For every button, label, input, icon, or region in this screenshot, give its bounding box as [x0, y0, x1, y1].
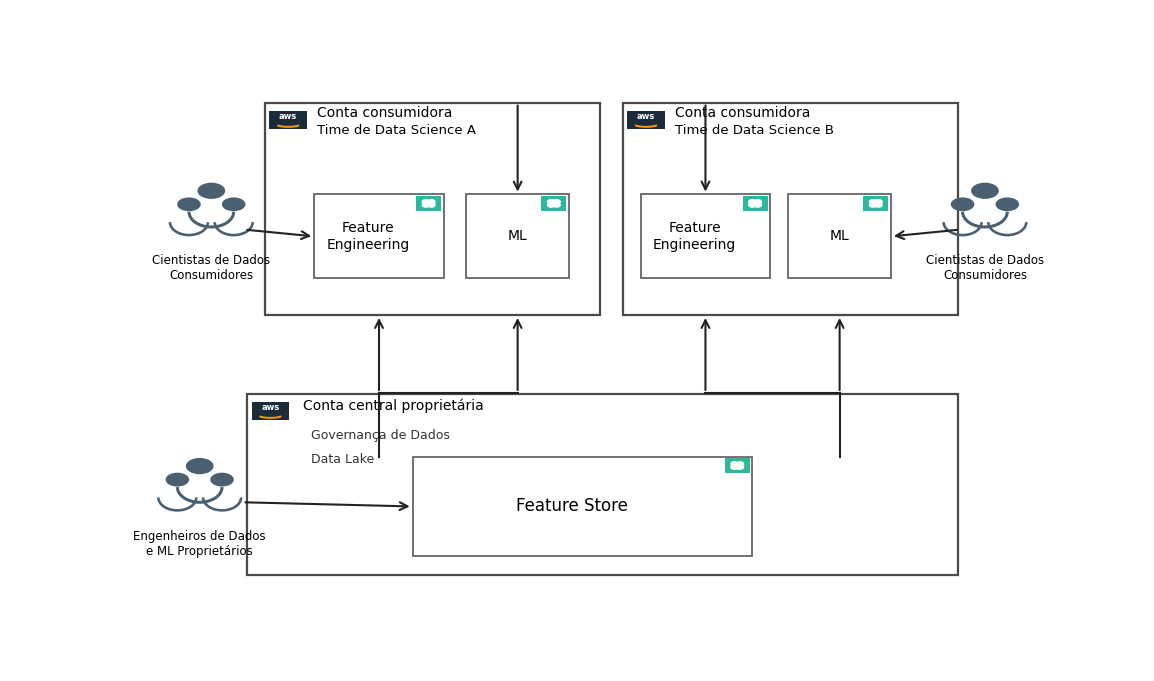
FancyBboxPatch shape	[417, 196, 441, 210]
Circle shape	[875, 203, 882, 207]
Circle shape	[749, 203, 756, 207]
Text: Engenheiros de Dados
e ML Proprietários: Engenheiros de Dados e ML Proprietários	[134, 530, 267, 558]
Circle shape	[422, 203, 429, 207]
Circle shape	[749, 200, 756, 204]
FancyBboxPatch shape	[628, 111, 665, 129]
Circle shape	[872, 202, 879, 205]
FancyBboxPatch shape	[247, 394, 958, 575]
Text: Conta central proprietária: Conta central proprietária	[302, 398, 484, 413]
Circle shape	[730, 462, 739, 466]
Text: Cientistas de Dados
Consumidores: Cientistas de Dados Consumidores	[152, 254, 270, 282]
Circle shape	[186, 458, 213, 474]
Circle shape	[869, 200, 877, 204]
Circle shape	[550, 202, 557, 205]
Circle shape	[736, 465, 743, 469]
FancyBboxPatch shape	[314, 195, 444, 279]
Circle shape	[422, 200, 429, 204]
Circle shape	[178, 197, 201, 211]
Text: Feature Store: Feature Store	[516, 497, 628, 516]
FancyBboxPatch shape	[742, 196, 767, 210]
FancyBboxPatch shape	[466, 195, 569, 279]
Circle shape	[210, 473, 234, 486]
FancyBboxPatch shape	[541, 196, 567, 210]
Circle shape	[547, 203, 555, 207]
Circle shape	[755, 203, 762, 207]
Circle shape	[165, 473, 189, 486]
Circle shape	[971, 183, 999, 199]
Text: Time de Data Science B: Time de Data Science B	[675, 124, 833, 137]
Text: aws: aws	[261, 403, 279, 412]
Circle shape	[426, 202, 432, 205]
FancyBboxPatch shape	[863, 196, 889, 210]
Circle shape	[996, 197, 1019, 211]
Text: Time de Data Science A: Time de Data Science A	[317, 124, 475, 137]
FancyBboxPatch shape	[725, 458, 750, 473]
Text: ML: ML	[508, 229, 527, 243]
Text: Conta consumidora: Conta consumidora	[317, 106, 452, 120]
FancyBboxPatch shape	[265, 103, 600, 315]
Text: Feature
Engineering: Feature Engineering	[653, 221, 736, 251]
FancyBboxPatch shape	[788, 195, 891, 279]
Circle shape	[869, 203, 877, 207]
Text: Governança de Dados: Governança de Dados	[312, 429, 450, 442]
Circle shape	[547, 200, 555, 204]
Circle shape	[428, 200, 435, 204]
Circle shape	[736, 462, 743, 466]
FancyBboxPatch shape	[623, 103, 958, 315]
Text: ML: ML	[830, 229, 849, 243]
Text: aws: aws	[637, 112, 655, 121]
Circle shape	[553, 203, 560, 207]
Circle shape	[951, 197, 974, 211]
Text: Data Lake: Data Lake	[312, 453, 375, 466]
FancyBboxPatch shape	[413, 457, 752, 556]
Circle shape	[553, 200, 560, 204]
FancyBboxPatch shape	[252, 402, 290, 420]
Text: Feature
Engineering: Feature Engineering	[327, 221, 410, 251]
Circle shape	[428, 203, 435, 207]
FancyBboxPatch shape	[640, 195, 771, 279]
Circle shape	[730, 465, 739, 469]
Circle shape	[875, 200, 882, 204]
Circle shape	[752, 202, 758, 205]
Circle shape	[222, 197, 246, 211]
Text: aws: aws	[279, 112, 298, 121]
Circle shape	[197, 183, 225, 199]
Circle shape	[734, 464, 741, 467]
FancyBboxPatch shape	[270, 111, 307, 129]
Circle shape	[755, 200, 762, 204]
Text: Conta consumidora: Conta consumidora	[675, 106, 810, 120]
Text: Cientistas de Dados
Consumidores: Cientistas de Dados Consumidores	[926, 254, 1044, 282]
